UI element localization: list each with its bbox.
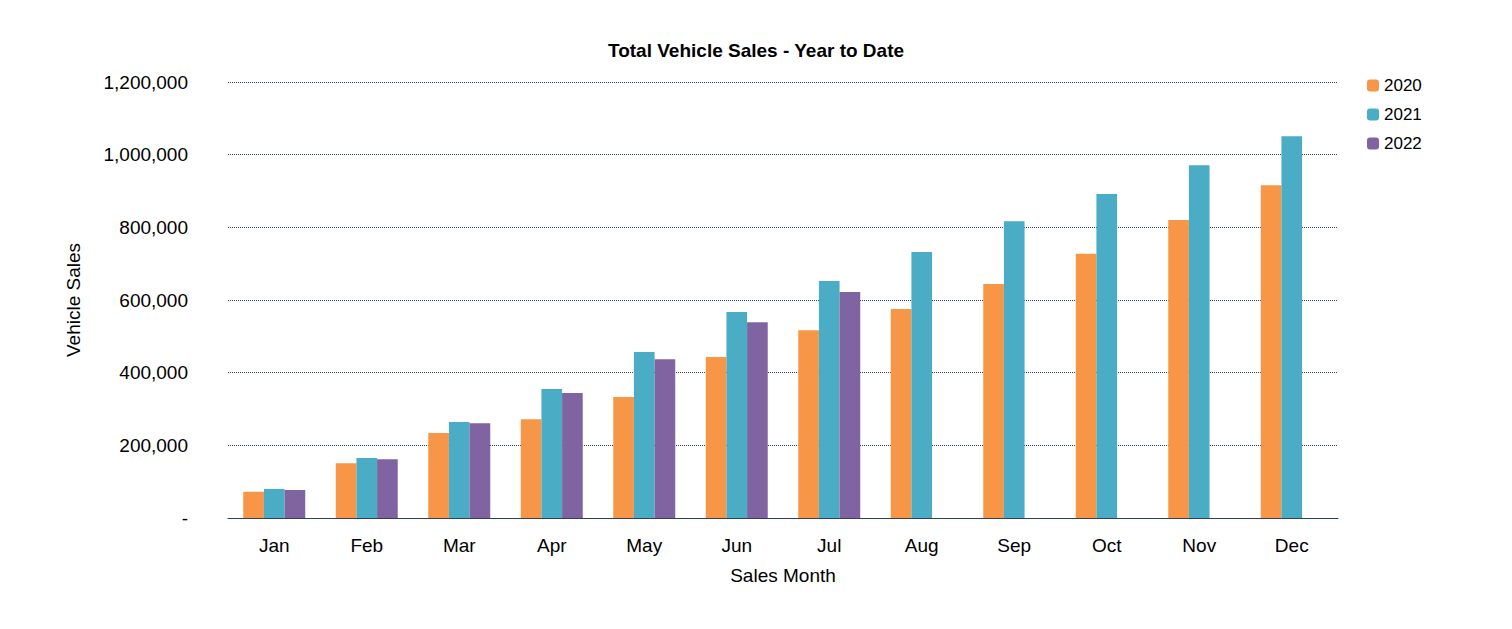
svg-text:2020: 2020 (1384, 76, 1422, 95)
svg-text:Sales Month: Sales Month (730, 565, 836, 586)
svg-text:800,000: 800,000 (119, 217, 188, 238)
svg-text:May: May (626, 535, 662, 556)
svg-text:Total Vehicle Sales - Year to: Total Vehicle Sales - Year to Date (608, 40, 904, 61)
svg-text:Apr: Apr (537, 535, 567, 556)
svg-text:600,000: 600,000 (119, 290, 188, 311)
svg-text:2021: 2021 (1384, 105, 1422, 124)
svg-text:Jan: Jan (259, 535, 290, 556)
svg-text:400,000: 400,000 (119, 362, 188, 383)
svg-text:Oct: Oct (1092, 535, 1122, 556)
svg-text:Feb: Feb (350, 535, 383, 556)
svg-text:2022: 2022 (1384, 134, 1422, 153)
svg-text:-: - (182, 508, 188, 529)
svg-text:Aug: Aug (905, 535, 939, 556)
svg-text:Sep: Sep (997, 535, 1031, 556)
svg-text:1,000,000: 1,000,000 (103, 144, 188, 165)
svg-text:Mar: Mar (443, 535, 476, 556)
svg-text:1,200,000: 1,200,000 (103, 72, 188, 93)
svg-text:Dec: Dec (1275, 535, 1309, 556)
svg-text:Jul: Jul (817, 535, 841, 556)
svg-text:Vehicle Sales: Vehicle Sales (63, 243, 84, 357)
svg-text:200,000: 200,000 (119, 435, 188, 456)
svg-text:Jun: Jun (721, 535, 752, 556)
svg-text:Nov: Nov (1182, 535, 1216, 556)
